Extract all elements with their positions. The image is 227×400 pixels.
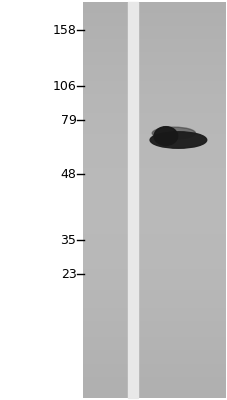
Text: 48: 48 [60,168,76,180]
Text: 23: 23 [60,268,76,280]
Text: 35: 35 [60,234,76,246]
Bar [128,2,137,398]
Text: 106: 106 [52,80,76,92]
Text: 158: 158 [52,24,76,36]
Ellipse shape [152,127,195,139]
Ellipse shape [153,127,177,145]
Text: 79: 79 [60,114,76,126]
Ellipse shape [149,132,206,148]
